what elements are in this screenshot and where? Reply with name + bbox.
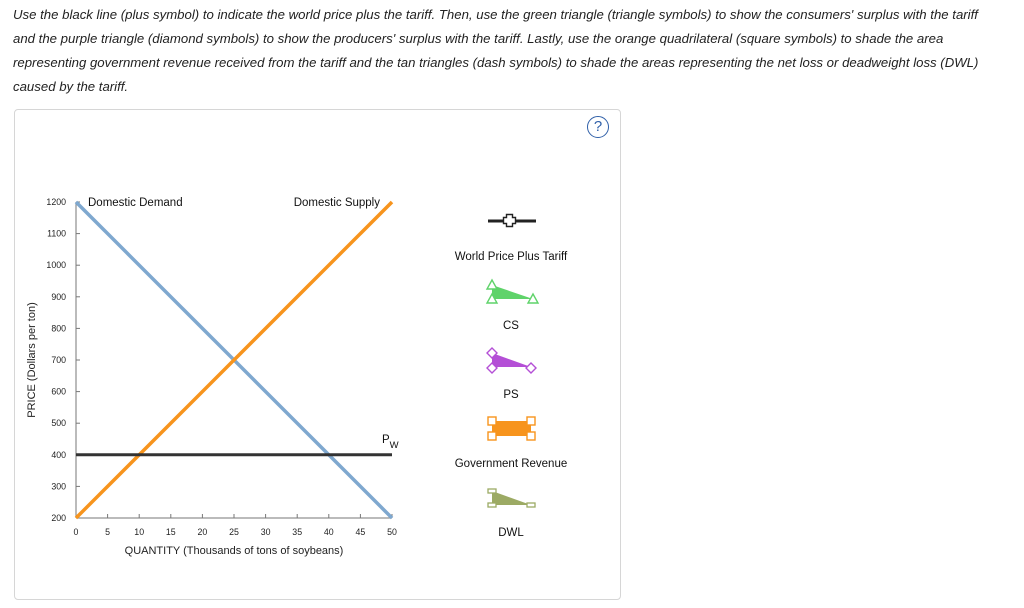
y-tick-label: 200 <box>51 513 66 523</box>
instructions-text: Use the black line (plus symbol) to indi… <box>13 7 979 94</box>
tool-world-price-plus-tariff[interactable]: World Price Plus Tariff <box>455 213 568 264</box>
tool-government-revenue[interactable]: Government Revenue <box>455 416 568 470</box>
dash-icon <box>487 502 497 508</box>
diamond-icon <box>486 362 498 374</box>
x-tick-label: 25 <box>229 527 239 537</box>
dwl-shape <box>492 491 531 505</box>
x-tick-label: 0 <box>74 527 79 537</box>
domestic-supply-curve <box>74 200 394 520</box>
triangle-icon <box>485 278 499 290</box>
x-tick-label: 5 <box>105 527 110 537</box>
diamond-icon <box>486 347 498 359</box>
y-tick-label: 400 <box>51 450 66 460</box>
legend-label-government-revenue: Government Revenue <box>455 458 568 470</box>
legend-label-cs: CS <box>503 320 519 332</box>
triangle-icon <box>485 292 499 304</box>
y-tick-label: 1100 <box>47 229 66 239</box>
ps-shape <box>492 353 531 367</box>
legend-label-world-price: World Price Plus Tariff <box>455 251 568 263</box>
world-price-label-sub: W <box>390 440 399 451</box>
domestic-demand-label: Domestic Demand <box>88 197 183 209</box>
legend-label-dwl: DWL <box>498 527 524 539</box>
x-tick-label: 20 <box>198 527 208 537</box>
triangle-icon <box>526 292 540 304</box>
world-price-label-main: P <box>382 434 390 446</box>
y-tick-label: 1200 <box>46 197 66 207</box>
revenue-shape <box>492 421 531 436</box>
plus-icon <box>502 213 517 228</box>
x-tick-label: 10 <box>134 527 144 537</box>
domestic-supply-label: Domestic Supply <box>294 197 381 209</box>
world-price-label: PW <box>382 434 399 451</box>
dash-icon <box>526 502 536 508</box>
diamond-icon <box>525 362 537 374</box>
x-tick-label: 35 <box>292 527 302 537</box>
y-tick-label: 600 <box>51 387 66 397</box>
help-icon[interactable]: ? <box>587 116 609 138</box>
axes-layer: 200 300 400 500 600 700 800 900 1000 1100 1200 0 5 10… <box>26 197 397 557</box>
y-tick-label: 300 <box>51 481 66 491</box>
tool-consumer-surplus[interactable]: CS <box>485 278 540 332</box>
y-tick-label: 900 <box>51 292 66 302</box>
x-axis-title: QUANTITY (Thousands of tons of soybeans) <box>125 545 344 557</box>
square-icon <box>487 416 497 426</box>
legend-label-ps: PS <box>503 389 519 401</box>
dash-icon <box>487 488 497 494</box>
x-tick-label: 40 <box>324 527 334 537</box>
y-axis-title: PRICE (Dollars per ton) <box>26 302 38 418</box>
y-tick-label: 700 <box>51 355 66 365</box>
y-tick-label: 800 <box>51 323 66 333</box>
y-tick-label: 1000 <box>46 260 66 270</box>
square-icon <box>526 416 536 426</box>
y-tick-label: 500 <box>51 418 66 428</box>
cs-shape <box>492 285 533 299</box>
legend-palette[interactable]: World Price Plus Tariff CS PS Government Re… <box>455 213 568 540</box>
tool-producer-surplus[interactable]: PS <box>486 347 537 401</box>
square-icon <box>487 431 497 441</box>
x-tick-label: 45 <box>356 527 366 537</box>
x-tick-label: 30 <box>261 527 271 537</box>
x-tick-label: 15 <box>166 527 176 537</box>
x-tick-label: 50 <box>387 527 397 537</box>
series-layer: Domestic Demand Domestic Supply PW <box>74 197 399 520</box>
square-icon <box>526 431 536 441</box>
tool-deadweight-loss[interactable]: DWL <box>487 488 536 539</box>
